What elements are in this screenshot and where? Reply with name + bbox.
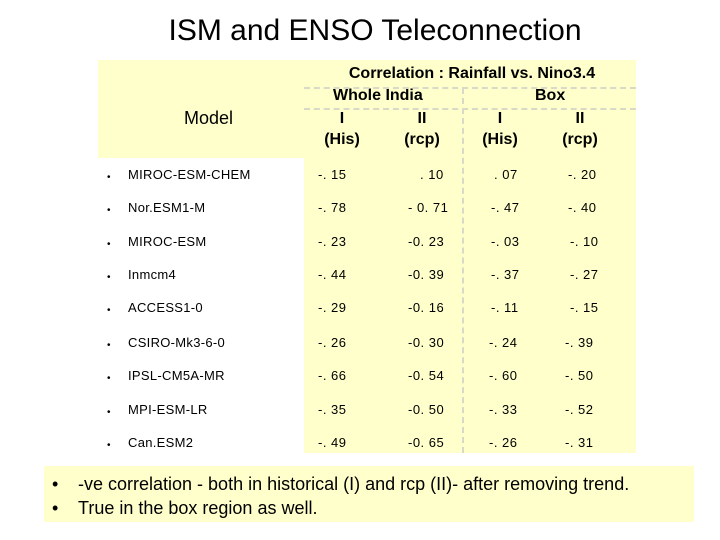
model-name: Inmcm4 (128, 267, 177, 282)
model-name: Can.ESM2 (128, 435, 194, 450)
summary-line: • True in the box region as well. (52, 498, 317, 519)
summary-bullet: • (52, 498, 59, 518)
value-india-rcp: -0. 16 (408, 300, 445, 315)
model-name: MIROC-ESM (128, 234, 207, 249)
value-india-his: -. 49 (318, 435, 347, 450)
value-box-his: -. 47 (491, 200, 520, 215)
col-roman: II (417, 110, 427, 127)
row-bullet: • (107, 407, 111, 418)
model-column-header: Model (184, 108, 234, 128)
header-divider-middle (304, 108, 636, 110)
col-period: (rcp) (562, 131, 598, 148)
row-bullet: • (107, 373, 111, 384)
value-box-rcp: -. 39 (565, 335, 594, 350)
row-bullet: • (107, 272, 111, 283)
value-india-rcp: -0. 39 (408, 267, 445, 282)
row-bullet: • (107, 440, 111, 451)
table-row: • Nor.ESM1-M -. 78 - 0. 71 -. 47 -. 40 (0, 200, 720, 233)
summary-line: • -ve correlation - both in historical (I… (52, 474, 629, 495)
value-india-his: -. 66 (318, 368, 347, 383)
value-box-rcp: -. 40 (568, 200, 597, 215)
table-row: • ACCESS1-0 -. 29 -0. 16 -. 11 -. 15 (0, 300, 720, 333)
region-header-whole-india: Whole India (333, 87, 423, 104)
value-india-rcp: -0. 30 (408, 335, 445, 350)
model-name: ACCESS1-0 (128, 300, 203, 315)
table-row: • Can.ESM2 -. 49 -0. 65 -. 26 -. 31 (0, 435, 720, 468)
table-row: • MPI-ESM-LR -. 35 -0. 50 -. 33 -. 52 (0, 402, 720, 435)
value-india-rcp: . 10 (420, 167, 444, 182)
value-box-rcp: -. 10 (570, 234, 599, 249)
summary-box: • -ve correlation - both in historical (I… (44, 466, 694, 522)
value-india-his: -. 26 (318, 335, 347, 350)
col-roman: I (339, 110, 345, 127)
model-name: MIROC-ESM-CHEM (128, 167, 251, 182)
value-box-his: -. 03 (491, 234, 520, 249)
value-box-rcp: -. 50 (565, 368, 594, 383)
col-header-box-rcp: II (rcp) (550, 108, 610, 150)
value-india-his: -. 44 (318, 267, 347, 282)
value-india-his: -. 23 (318, 234, 347, 249)
slide-title: ISM and ENSO Teleconnection (168, 14, 582, 47)
value-box-rcp: -. 52 (565, 402, 594, 417)
summary-text: True in the box region as well. (78, 498, 318, 518)
table-row: • MIROC-ESM -. 23 -0. 23 -. 03 -. 10 (0, 234, 720, 267)
table-row: • CSIRO-Mk3-6-0 -. 26 -0. 30 -. 24 -. 39 (0, 335, 720, 368)
value-box-his: -. 24 (489, 335, 518, 350)
table-row: • MIROC-ESM-CHEM -. 15 . 10 . 07 -. 20 (0, 167, 720, 200)
region-header-box: Box (535, 87, 566, 104)
model-name: CSIRO-Mk3-6-0 (128, 335, 226, 350)
value-box-rcp: -. 31 (565, 435, 594, 450)
value-india-rcp: -0. 50 (408, 402, 445, 417)
col-period: (His) (482, 131, 518, 148)
value-india-rcp: -0. 54 (408, 368, 445, 383)
header-divider-top (304, 87, 636, 89)
value-india-rcp: - 0. 71 (408, 200, 449, 215)
col-header-india-his: I (His) (312, 108, 372, 150)
col-period: (rcp) (404, 131, 440, 148)
col-header-box-his: I (His) (470, 108, 530, 150)
value-box-his: -. 26 (489, 435, 518, 450)
value-india-his: -. 15 (318, 167, 347, 182)
value-india-rcp: -0. 65 (408, 435, 445, 450)
correlation-header: Correlation : Rainfall vs. Nino3.4 (348, 65, 596, 82)
row-bullet: • (107, 205, 111, 216)
model-name: Nor.ESM1-M (128, 200, 206, 215)
col-period: (His) (324, 131, 360, 148)
value-india-his: -. 78 (318, 200, 347, 215)
model-name: MPI-ESM-LR (128, 402, 208, 417)
row-bullet: • (107, 340, 111, 351)
value-box-rcp: -. 15 (570, 300, 599, 315)
region-divider (462, 88, 464, 453)
table-values-background (304, 158, 636, 453)
row-bullet: • (107, 172, 111, 183)
value-india-rcp: -0. 23 (408, 234, 445, 249)
value-box-his: . 07 (494, 167, 518, 182)
table-row: • Inmcm4 -. 44 -0. 39 -. 37 -. 27 (0, 267, 720, 300)
table-row: • IPSL-CM5A-MR -. 66 -0. 54 -. 60 -. 50 (0, 368, 720, 401)
summary-bullet: • (52, 474, 59, 494)
value-box-rcp: -. 27 (570, 267, 599, 282)
model-name: IPSL-CM5A-MR (128, 368, 225, 383)
col-roman: I (497, 110, 503, 127)
value-box-his: -. 33 (489, 402, 518, 417)
row-bullet: • (107, 305, 111, 316)
row-bullet: • (107, 239, 111, 250)
value-india-his: -. 35 (318, 402, 347, 417)
value-india-his: -. 29 (318, 300, 347, 315)
value-box-his: -. 60 (489, 368, 518, 383)
value-box-his: -. 11 (491, 300, 519, 315)
col-header-india-rcp: II (rcp) (392, 108, 452, 150)
col-roman: II (575, 110, 585, 127)
summary-text: -ve correlation - both in historical (I)… (78, 474, 630, 494)
value-box-his: -. 37 (491, 267, 520, 282)
value-box-rcp: -. 20 (568, 167, 597, 182)
